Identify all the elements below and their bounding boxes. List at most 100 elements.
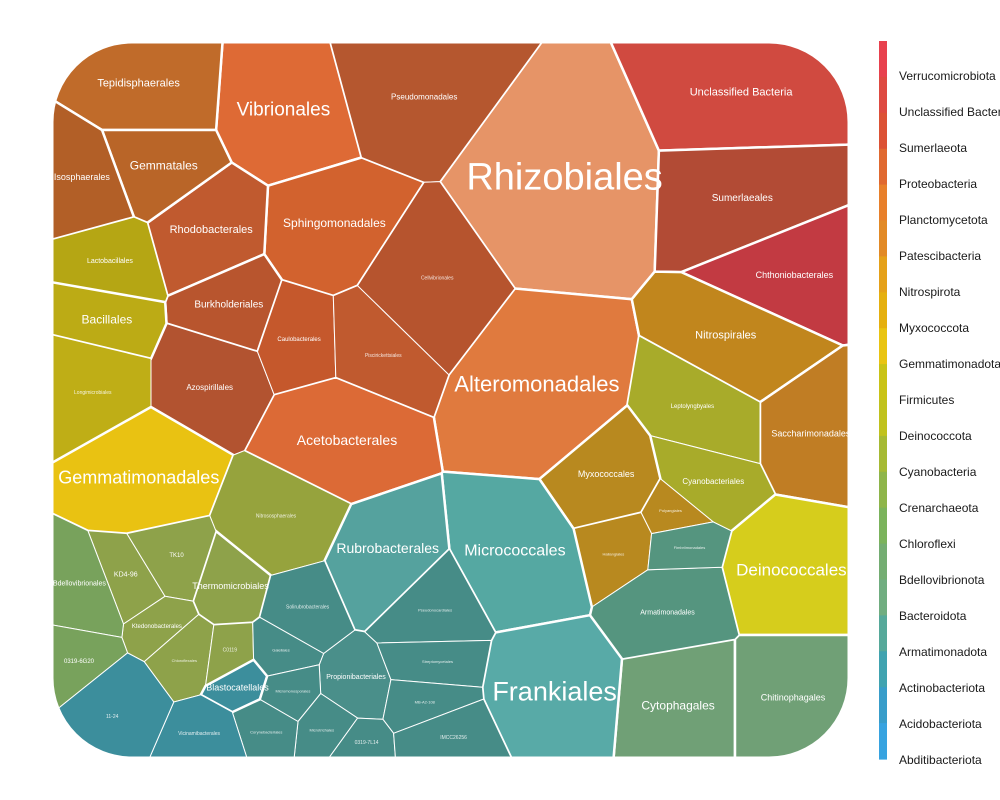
legend-label-gemmatimonadota: Gemmatimonadota	[899, 357, 1000, 371]
cell-label-acetobacterales: Acetobacterales	[297, 432, 397, 448]
cell-label-cellvibrionales: Cellvibrionales	[421, 276, 454, 282]
cell-label-gemmatales: Gemmatales	[130, 159, 198, 173]
cell-label-corynebacteriales: Corynebacteriales	[250, 730, 282, 735]
cell-label-cyanobacteriales: Cyanobacteriales	[682, 477, 744, 486]
cell-label-rhodobacterales: Rhodobacterales	[170, 224, 254, 236]
cell-label-saccharimonadales: Saccharimonadales	[771, 429, 851, 439]
cell-piscirickettsiales	[332, 285, 450, 418]
cell-label-haliangiales: Haliangiales	[603, 551, 625, 556]
cell-label-imcc26256: IMCC26256	[440, 735, 467, 741]
cell-label-kd4-96: KD4-96	[114, 571, 138, 578]
legend-label-unclassified-bacteria: Unclassified Bacteria	[899, 105, 1000, 119]
legend-swatch-actinobacteriota	[879, 651, 887, 688]
cell-label-burkholderiales: Burkholderiales	[194, 300, 263, 311]
legend-label-firmicutes: Firmicutes	[899, 393, 954, 407]
cell-label-c0119: C0119	[223, 647, 238, 653]
legend-label-sumerlaeota: Sumerlaeota	[899, 141, 967, 155]
legend-swatch-chloroflexi	[879, 507, 887, 545]
cell-vicinamibacterales	[147, 694, 249, 758]
cell-label-bacillales: Bacillales	[82, 312, 133, 326]
cell-label-tk10: TK10	[169, 553, 184, 559]
cell-label-caulobacterales: Caulobacterales	[277, 337, 320, 343]
legend-swatch-firmicutes	[879, 364, 887, 401]
legend-label-deinococcota: Deinococcota	[899, 429, 972, 443]
legend-label-cyanobacteria: Cyanobacteria	[899, 465, 977, 479]
cell-tk10	[126, 515, 217, 602]
cell-label-streptomycetales: Streptomycetales	[422, 659, 453, 664]
legend-label-bdellovibrionota: Bdellovibrionota	[899, 573, 985, 587]
cell-label-leptolyngbyales: Leptolyngbyales	[671, 404, 714, 410]
cell-label-isosphaerales: Isosphaerales	[54, 172, 111, 182]
cell-label-thermomicrobiales: Thermomicrobiales	[192, 581, 269, 591]
cell-label-chthoniobacterales: Chthoniobacterales	[756, 270, 834, 280]
cell-label-frankiales: Frankiales	[492, 676, 617, 706]
legend-label-acidobacteriota: Acidobacteriota	[899, 717, 982, 731]
legend-swatch-acidobacteriota	[879, 687, 887, 724]
treemap-area: Rhizobiales Alteromonadales Vibrionales Sph…	[52, 42, 851, 758]
legend-swatch-bacteroidota	[879, 579, 887, 616]
cell-label-myxococcales: Myxococcales	[578, 469, 635, 479]
cell-label-fimbriimonadales: Fimbriimonadales	[674, 545, 706, 550]
legend-swatch-planctomycetota	[879, 184, 887, 222]
legend-label-chloroflexi: Chloroflexi	[899, 537, 956, 551]
cell-label-gaiellales: Gaiellales	[272, 648, 290, 653]
cell-imcc26256	[393, 698, 514, 758]
cell-label-nitrososphaerales: Nitrososphaerales	[256, 513, 297, 519]
cell-label-cytophagales: Cytophagales	[641, 698, 714, 712]
cell-11-24	[52, 652, 175, 758]
cell-label-bdellovibrionales: Bdellovibrionales	[53, 580, 106, 587]
cell-label-longimicrobiales: Longimicrobiales	[74, 390, 112, 396]
cell-label-propionibacteriales: Propionibacteriales	[326, 674, 386, 681]
cell-label-chloroflexales: Chloroflexales	[172, 658, 197, 663]
cell-label-sphingomonadales: Sphingomonadales	[283, 216, 386, 230]
legend-swatch-nitrospirota	[879, 256, 887, 293]
legend-label-bacteroidota: Bacteroidota	[899, 609, 967, 623]
legend-label-verrucomicrobiota: Verrucomicrobiota	[899, 69, 996, 83]
cell-label-micrococcales: Micrococcales	[464, 543, 565, 560]
cell-label-rubrobacterales: Rubrobacterales	[336, 540, 439, 556]
cell-label-chitinophagales: Chitinophagales	[761, 693, 826, 703]
legend-label-planctomycetota: Planctomycetota	[899, 213, 988, 227]
cell-chitinophagales	[733, 633, 849, 758]
cell-label-azospirillales: Azospirillales	[186, 383, 233, 392]
legend-swatch-crenarchaeota	[879, 471, 887, 509]
cell-label-alteromonadales: Alteromonadales	[454, 371, 619, 396]
legend-swatch-unclassified-bacteria	[879, 76, 887, 114]
cell-label-0319-6g20: 0319-6G20	[64, 659, 95, 665]
cell-label-tepidisphaerales: Tepidisphaerales	[97, 78, 180, 90]
legend-swatch-bdellovibrionota	[879, 543, 887, 581]
legend-label-nitrospirota: Nitrospirota	[899, 285, 961, 299]
cell-label-polyangiales: Polyangiales	[659, 508, 682, 513]
cell-label-11-24: 11-24	[106, 714, 119, 720]
cell-label-micromonosporales: Micromonosporales	[275, 689, 310, 694]
treemap-border	[50, 40, 851, 760]
cell-label-rhizobiales: Rhizobiales	[466, 157, 662, 199]
legend-label-abditibacteriota: Abditibacteriota	[899, 753, 982, 767]
legend-swatch-myxococcota	[879, 292, 887, 329]
cell-label-deinococcales: Deinococcales	[736, 560, 847, 579]
cell-label-pseudonocardiales: Pseudonocardiales	[418, 608, 452, 613]
cell-label-0319-7l14: 0319-7L14	[355, 740, 379, 746]
legend-swatch-proteobacteria	[879, 148, 887, 186]
cell-label-piscirickettsiales: Piscirickettsiales	[365, 353, 402, 359]
legend-label-myxococcota: Myxococcota	[899, 321, 969, 335]
legend-swatch-gemmatimonadota	[879, 328, 887, 365]
legend: Verrucomicrobiota Unclassified Bacteria Su…	[879, 41, 1000, 767]
legend-label-proteobacteria: Proteobacteria	[899, 177, 977, 191]
cell-lactobacillales	[52, 216, 169, 303]
cell-label-pseudomonadales: Pseudomonadales	[391, 92, 457, 101]
cell-label-gemmatimonadales: Gemmatimonadales	[58, 467, 219, 487]
cell-fimbriimonadales	[647, 521, 733, 571]
cell-label-vicinamibacterales: Vicinamibacterales	[178, 731, 220, 737]
legend-label-actinobacteriota: Actinobacteriota	[899, 681, 985, 695]
legend-swatch-patescibacteria	[879, 220, 887, 257]
cell-label-vibrionales: Vibrionales	[237, 99, 331, 120]
legend-swatch-abditibacteriota	[879, 723, 887, 760]
cell-label-mb-a2-108: MB-A2-108	[415, 699, 436, 704]
cell-unclassified-bacteria	[607, 42, 849, 152]
cell-pseudonocardiales	[364, 548, 496, 644]
cell-label-armatimonadales: Armatimonadales	[640, 609, 695, 616]
legend-label-patescibacteria: Patescibacteria	[899, 249, 981, 263]
legend-label-crenarchaeota: Crenarchaeota	[899, 501, 979, 515]
